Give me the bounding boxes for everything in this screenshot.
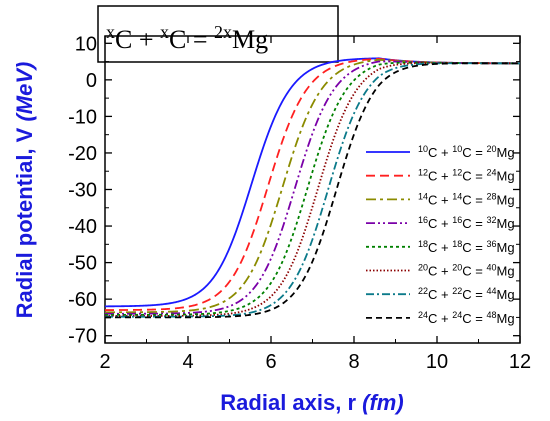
title-box xyxy=(97,5,339,63)
legend-label: 16C + 16C = 32Mg xyxy=(418,215,515,231)
x-tick-label: 8 xyxy=(348,351,359,373)
legend-label: 18C + 18C = 36Mg xyxy=(418,239,515,255)
y-tick-label: -20 xyxy=(68,143,97,165)
y-tick-label: 10 xyxy=(75,33,97,55)
y-axis-title: Radial potential, V (MeV) xyxy=(12,62,37,319)
series-lines xyxy=(105,57,520,319)
y-tick-label: -10 xyxy=(68,106,97,128)
series-line-14C xyxy=(105,58,520,314)
x-tick-label: 4 xyxy=(182,351,193,373)
series-line-16C xyxy=(105,60,520,315)
x-tick-label: 2 xyxy=(99,351,110,373)
series-line-24C xyxy=(105,62,520,319)
legend-label: 20C + 20C = 40Mg xyxy=(418,263,515,279)
series-line-18C xyxy=(105,61,520,316)
x-tick-label: 10 xyxy=(426,351,448,373)
y-tick-label: -30 xyxy=(68,180,97,202)
legend-label: 22C + 22C = 44Mg xyxy=(418,286,515,302)
legend-label: 10C + 10C = 20Mg xyxy=(418,144,515,160)
y-tick-label: 0 xyxy=(86,70,97,92)
y-tick-label: -40 xyxy=(68,216,97,238)
legend-label: 14C + 14C = 28Mg xyxy=(418,191,515,207)
y-tick-label: -70 xyxy=(68,326,97,348)
series-line-22C xyxy=(105,62,520,318)
legend-label: 12C + 12C = 24Mg xyxy=(418,168,515,184)
y-tick-label: -50 xyxy=(68,253,97,275)
y-axis: 10 0 -10 -20 -30 -40 -50 -60 -70 xyxy=(68,33,520,348)
x-axis-title: Radial axis, r (fm) xyxy=(220,390,403,415)
y-tick-label: -60 xyxy=(68,289,97,311)
series-line-20C xyxy=(105,62,520,317)
x-tick-label: 12 xyxy=(509,351,531,373)
legend: 10C + 10C = 20Mg 12C + 12C = 24Mg 14C + 14… xyxy=(366,144,515,326)
chart-title: xC + xC = 2xMg xyxy=(97,5,339,63)
x-tick-label: 6 xyxy=(265,351,276,373)
x-axis: 2 4 6 8 10 12 xyxy=(99,36,531,373)
title-text: xC + xC = 2xMg xyxy=(106,22,268,54)
legend-label: 24C + 24C = 48Mg xyxy=(418,310,515,326)
